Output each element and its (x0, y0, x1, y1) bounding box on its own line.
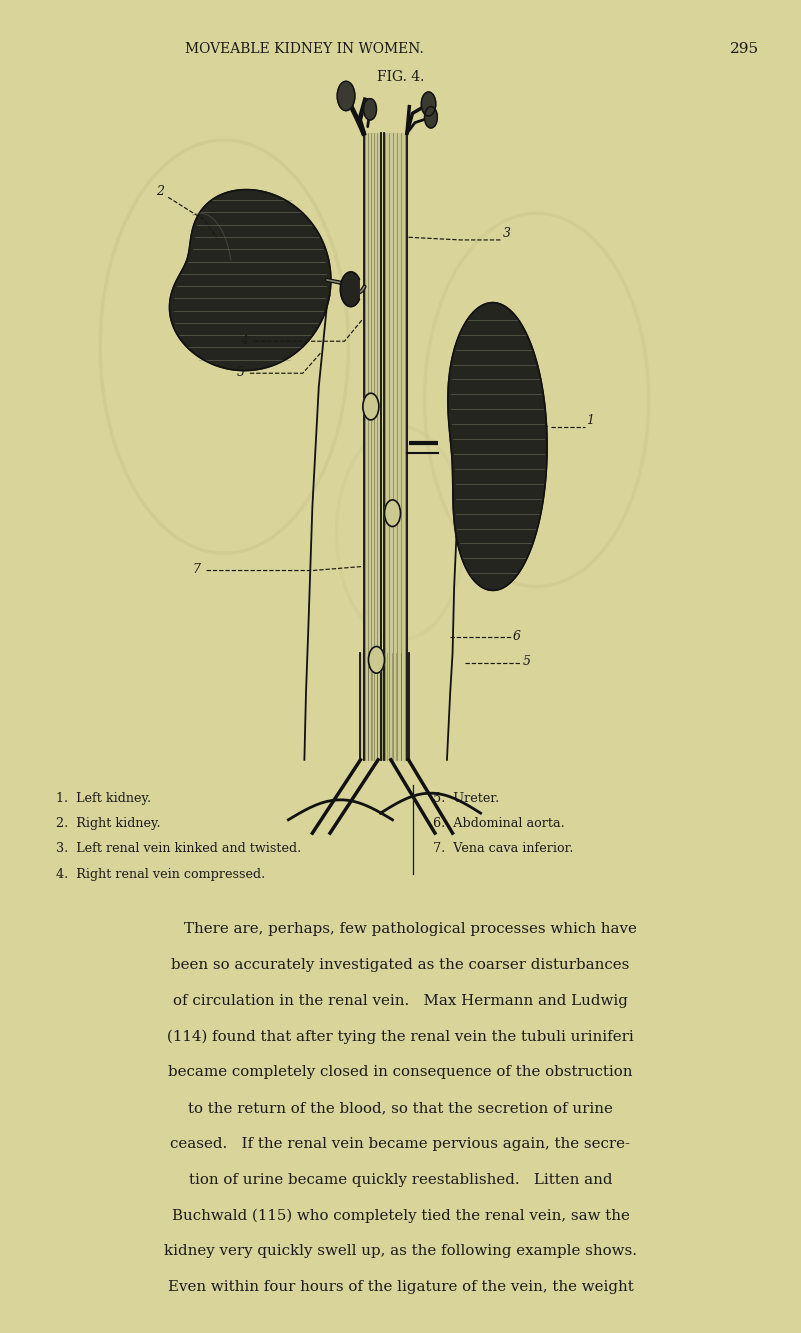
Text: 1: 1 (586, 413, 594, 427)
Text: 2.  Right kidney.: 2. Right kidney. (56, 817, 161, 830)
Text: 4: 4 (240, 333, 248, 347)
Circle shape (337, 81, 355, 111)
Circle shape (421, 92, 436, 116)
Text: 5: 5 (522, 655, 530, 668)
Text: 295: 295 (731, 43, 759, 56)
Text: MOVEABLE KIDNEY IN WOMEN.: MOVEABLE KIDNEY IN WOMEN. (185, 43, 424, 56)
Text: 4.  Right renal vein compressed.: 4. Right renal vein compressed. (56, 868, 265, 881)
Text: 7.  Vena cava inferior.: 7. Vena cava inferior. (433, 842, 573, 856)
Circle shape (384, 500, 400, 527)
Text: been so accurately investigated as the coarser disturbances: been so accurately investigated as the c… (171, 958, 630, 972)
Text: Even within four hours of the ligature of the vein, the weight: Even within four hours of the ligature o… (167, 1280, 634, 1294)
Text: 6.  Abdominal aorta.: 6. Abdominal aorta. (433, 817, 564, 830)
Circle shape (425, 107, 437, 128)
Text: 3.  Left renal vein kinked and twisted.: 3. Left renal vein kinked and twisted. (56, 842, 301, 856)
Circle shape (364, 99, 376, 120)
Text: 2: 2 (156, 184, 164, 197)
Circle shape (368, 647, 384, 673)
Polygon shape (448, 303, 547, 591)
Text: became completely closed in consequence of the obstruction: became completely closed in consequence … (168, 1065, 633, 1080)
Text: 7: 7 (192, 563, 200, 576)
Text: to the return of the blood, so that the secretion of urine: to the return of the blood, so that the … (188, 1101, 613, 1116)
Text: of circulation in the renal vein.   Max Hermann and Ludwig: of circulation in the renal vein. Max He… (173, 994, 628, 1008)
Polygon shape (170, 189, 331, 371)
Text: ceased.   If the renal vein became pervious again, the secre-: ceased. If the renal vein became perviou… (171, 1137, 630, 1150)
Text: 3: 3 (503, 227, 511, 240)
Text: 5.  Ureter.: 5. Ureter. (433, 792, 499, 805)
Text: kidney very quickly swell up, as the following example shows.: kidney very quickly swell up, as the fol… (164, 1244, 637, 1258)
Polygon shape (340, 272, 360, 307)
Text: Buchwald (115) who completely tied the renal vein, saw the: Buchwald (115) who completely tied the r… (171, 1208, 630, 1222)
Text: 6: 6 (513, 629, 521, 643)
Text: 1.  Left kidney.: 1. Left kidney. (56, 792, 151, 805)
Text: 5: 5 (236, 365, 244, 379)
Text: There are, perhaps, few pathological processes which have: There are, perhaps, few pathological pro… (164, 922, 637, 937)
Text: (114) found that after tying the renal vein the tubuli uriniferi: (114) found that after tying the renal v… (167, 1029, 634, 1044)
Text: FIG. 4.: FIG. 4. (376, 71, 425, 84)
Circle shape (363, 393, 379, 420)
Text: tion of urine became quickly reestablished.   Litten and: tion of urine became quickly reestablish… (189, 1173, 612, 1186)
